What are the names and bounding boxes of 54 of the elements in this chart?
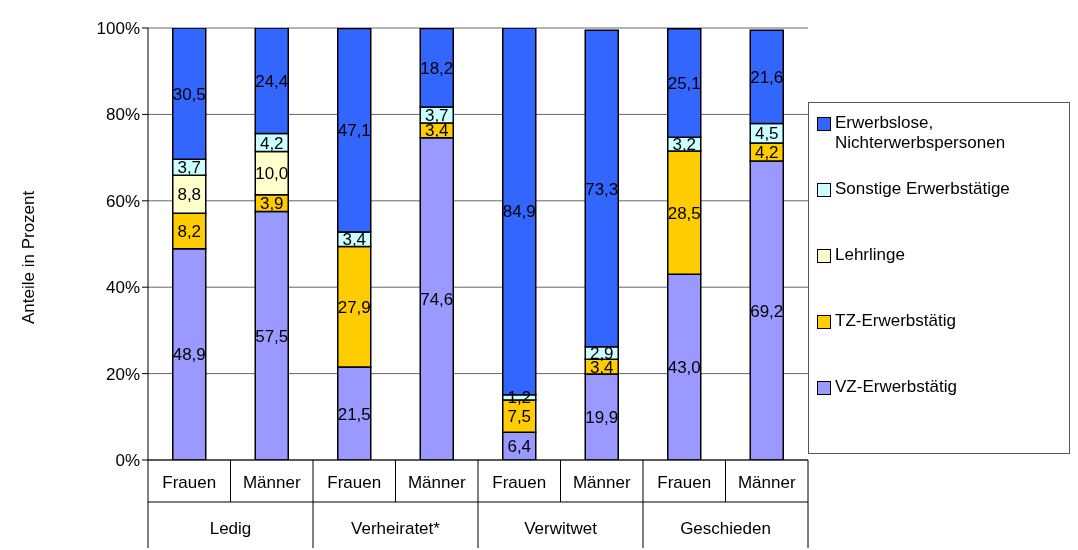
data-label: 84,9	[502, 202, 536, 222]
data-label: 74,6	[420, 289, 454, 309]
data-label: 6,4	[507, 437, 532, 457]
data-label: 25,1	[667, 74, 701, 94]
legend-label: TZ-Erwerbstätig	[835, 311, 956, 331]
data-label: 69,2	[750, 301, 784, 321]
data-label: 8,8	[177, 185, 202, 205]
y-tick-label: 100%	[96, 19, 140, 39]
data-label: 57,5	[255, 326, 289, 346]
data-label: 30,5	[172, 84, 206, 104]
text: Geschieden	[680, 519, 771, 538]
x-tick-label: Männer	[737, 473, 796, 492]
data-label: 8,2	[177, 222, 202, 242]
legend-label: Sonstige Erwerbstätige	[835, 179, 1010, 199]
data-label: 24,4	[255, 71, 289, 91]
x-tick-label: Frauen	[327, 473, 382, 492]
y-tick-label: 0%	[115, 451, 140, 471]
data-label: 4,2	[259, 133, 284, 153]
x-tick-label: Frauen	[162, 473, 217, 492]
data-label: 10,0	[255, 164, 289, 184]
x-tick-label: Männer	[407, 473, 466, 492]
legend-label: Lehrlinge	[835, 245, 905, 265]
y-tick-label: 80%	[105, 105, 140, 125]
x-tick-label: Männer	[242, 473, 301, 492]
legend-label: Erwerbslose, Nichterwerbspersonen	[835, 113, 1007, 153]
y-tick-label: 20%	[105, 364, 140, 384]
data-label: 48,9	[172, 345, 206, 365]
data-label: 47,1	[337, 121, 371, 141]
data-label: 3,2	[672, 135, 697, 155]
legend-label: VZ-Erwerbstätig	[835, 377, 957, 397]
text: Verheiratet*	[351, 519, 441, 538]
data-label: 21,6	[750, 67, 784, 87]
x-tick-label: Frauen	[492, 473, 547, 492]
y-tick-label: 40%	[105, 278, 140, 298]
text: Ledig	[209, 519, 252, 538]
x-tick-label: Frauen	[657, 473, 712, 492]
data-label: 1,2	[507, 388, 532, 408]
data-label: 7,5	[507, 407, 532, 427]
data-label: 3,9	[259, 194, 284, 214]
data-label: 28,5	[667, 203, 701, 223]
data-label: 19,9	[585, 408, 619, 428]
data-label: 27,9	[337, 297, 371, 317]
data-label: 4,2	[754, 143, 779, 163]
data-label: 18,2	[420, 58, 454, 78]
y-tick-label: 60%	[105, 191, 140, 211]
data-label: 43,0	[667, 358, 701, 378]
data-label: 73,3	[585, 179, 619, 199]
data-label: 21,5	[337, 404, 371, 424]
x-tick-label: Männer	[572, 473, 631, 492]
data-label: 3,7	[177, 158, 202, 178]
text: Verwitwet	[524, 519, 598, 538]
data-label: 4,5	[754, 124, 779, 144]
y-axis-title: Anteile in Prozent	[19, 190, 39, 324]
data-label: 3,4	[342, 230, 367, 250]
